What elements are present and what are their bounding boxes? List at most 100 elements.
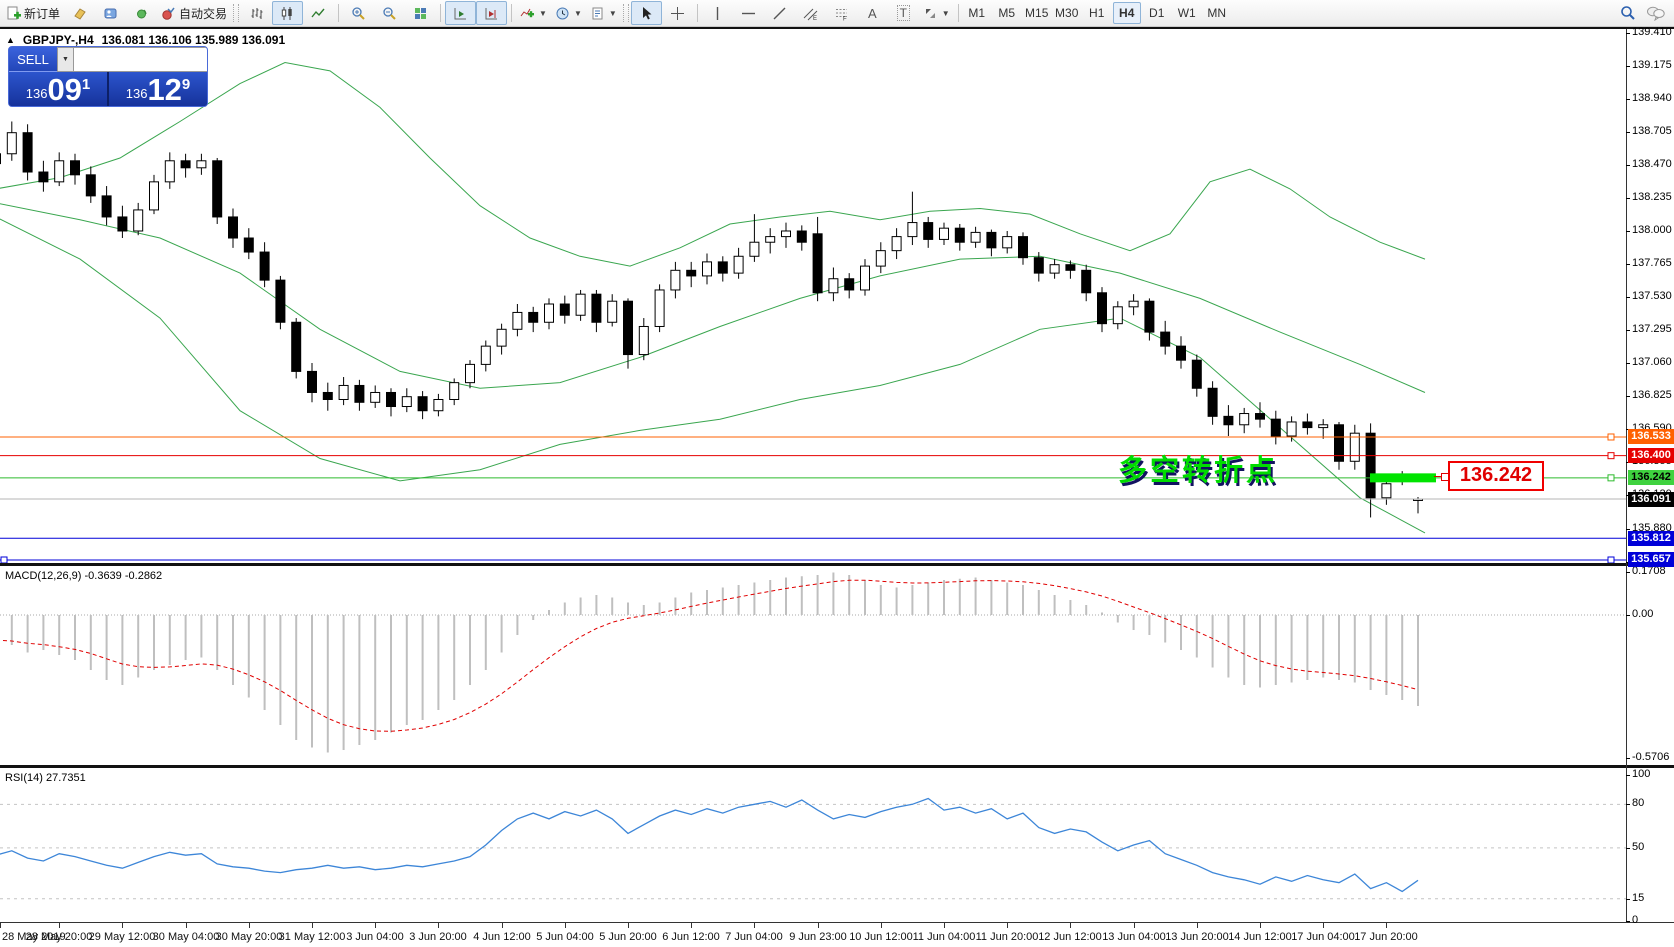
candle-body <box>1128 300 1139 308</box>
text-label-tool-button[interactable]: T <box>888 1 919 25</box>
timeframe-M30[interactable]: M30 <box>1055 6 1079 20</box>
timeframe-MN[interactable]: MN <box>1207 6 1227 20</box>
x-axis-tick <box>122 923 123 928</box>
chart-shift-icon <box>485 7 498 19</box>
tile-windows-button[interactable] <box>405 1 436 25</box>
fibonacci-tool-button[interactable]: F <box>826 1 857 25</box>
price-line-axis-label: 136.091 <box>1628 492 1674 507</box>
indicators-button[interactable]: ▼ <box>516 1 551 25</box>
candle-body <box>844 278 855 291</box>
candle-body <box>386 391 396 408</box>
x-axis-tick <box>944 923 945 928</box>
bollinger-middle-band <box>0 203 1426 393</box>
timeframe-H1[interactable]: H1 <box>1089 6 1105 20</box>
chart-shift-button[interactable] <box>476 1 508 25</box>
new-order-button[interactable]: 新订单 <box>2 1 64 25</box>
timeframe-H4[interactable]: H4 <box>1112 2 1141 24</box>
text-label-icon: T <box>896 5 910 21</box>
trendline-tool-button[interactable] <box>764 1 795 25</box>
text-tool-icon: A <box>867 5 877 21</box>
candle-body <box>875 250 886 267</box>
candle-body <box>559 303 570 316</box>
main-chart-plot-area[interactable] <box>0 30 1626 563</box>
vertical-line-tool-button[interactable] <box>702 1 733 25</box>
volume-decrease-button[interactable]: ▼ <box>57 47 74 72</box>
y-axis-tick <box>1626 132 1630 133</box>
sell-price-button[interactable]: 136 09 1 <box>9 72 107 106</box>
candle-body <box>812 233 823 294</box>
profiles-button[interactable] <box>95 1 126 25</box>
sell-button[interactable]: SELL <box>9 47 57 72</box>
candle-body <box>180 160 191 169</box>
candle-body <box>1223 415 1234 426</box>
signals-button[interactable] <box>126 1 157 25</box>
rsi-axis-label: 15 <box>1632 892 1645 904</box>
horizontal-line-tool-button[interactable] <box>733 1 764 25</box>
chat-icon[interactable] <box>1646 5 1666 21</box>
candlestick-chart-button[interactable] <box>272 1 304 25</box>
timeframe-M15[interactable]: M15 <box>1025 6 1049 20</box>
line-handle[interactable] <box>0 556 8 563</box>
turning-point-annotation[interactable]: 多空转折点 <box>1118 455 1279 487</box>
collapse-trade-panel-icon[interactable]: ▲ <box>6 35 15 45</box>
candle-body <box>259 251 270 281</box>
equidistant-channel-tool-button[interactable]: E <box>795 1 826 25</box>
highlight-trend-bar[interactable] <box>1370 473 1436 483</box>
x-axis-label: 31 May 12:00 <box>278 931 346 943</box>
zoom-out-button[interactable] <box>374 1 405 25</box>
auto-trading-button[interactable]: 自动交易 <box>157 1 231 25</box>
toolbar-grip-2[interactable] <box>622 4 629 22</box>
timeframe-D1[interactable]: D1 <box>1149 6 1165 20</box>
arrows-tool-button[interactable]: ▼ <box>919 1 954 25</box>
timeframe-M5[interactable]: M5 <box>998 6 1016 20</box>
macd-signal-value: -0.2862 <box>124 570 163 582</box>
candle-body <box>654 289 665 327</box>
line-handle[interactable] <box>1607 452 1615 460</box>
macd-signal-line <box>0 579 1419 732</box>
zoom-in-button[interactable] <box>343 1 374 25</box>
timeframe-M1[interactable]: M1 <box>968 6 986 20</box>
candle-body <box>781 230 791 238</box>
eraser-button[interactable] <box>64 1 95 25</box>
auto-scroll-button[interactable] <box>445 1 477 25</box>
candle-body <box>117 216 128 232</box>
price-tag-label[interactable]: 136.242 <box>1448 461 1544 491</box>
macd-panel-separator[interactable] <box>0 563 1674 566</box>
rsi-panel-separator[interactable] <box>0 765 1674 768</box>
cursor-tool-button[interactable] <box>630 1 662 25</box>
line-handle[interactable] <box>1607 474 1615 482</box>
templates-button[interactable]: ▼ <box>586 1 621 25</box>
toolbar-grip[interactable] <box>233 4 240 22</box>
timeframe-W1[interactable]: W1 <box>1177 6 1196 20</box>
search-icon[interactable] <box>1620 5 1636 21</box>
crosshair-tool-button[interactable] <box>662 1 693 25</box>
candle-body <box>1081 269 1092 294</box>
rsi-axis-tick <box>1626 899 1630 900</box>
price-line-axis-label: 136.242 <box>1628 470 1674 485</box>
line-handle[interactable] <box>1607 433 1615 441</box>
one-click-trading-panel: SELL ▼ ▲ BUY 136 09 1 136 12 9 <box>8 46 208 107</box>
arrows-icon <box>925 8 935 18</box>
text-tool-button[interactable]: A <box>857 1 888 25</box>
y-axis-tick <box>1626 330 1630 331</box>
x-axis-tick <box>565 923 566 928</box>
cursor-icon <box>642 6 652 19</box>
periods-dropdown-arrow: ▼ <box>573 8 582 18</box>
candle-body <box>717 261 728 274</box>
candle-body <box>1033 257 1044 274</box>
periods-button[interactable]: ▼ <box>551 1 586 25</box>
line-handle[interactable] <box>1607 556 1615 563</box>
candle-body <box>1381 483 1392 499</box>
volume-input[interactable] <box>74 47 207 72</box>
chart-window-top-border <box>0 27 1674 29</box>
tile-windows-icon <box>415 7 427 19</box>
x-axis-tick <box>628 923 629 928</box>
rsi-axis-label: 0 <box>1632 914 1639 926</box>
candle-body <box>38 171 49 183</box>
line-chart-button[interactable] <box>303 1 334 25</box>
buy-price-button[interactable]: 136 12 9 <box>109 72 207 106</box>
bar-chart-button[interactable] <box>241 1 272 25</box>
macd-axis-tick <box>1626 758 1630 759</box>
rsi-panel-plot-area[interactable] <box>0 768 1626 922</box>
macd-panel-plot-area[interactable] <box>0 566 1626 763</box>
